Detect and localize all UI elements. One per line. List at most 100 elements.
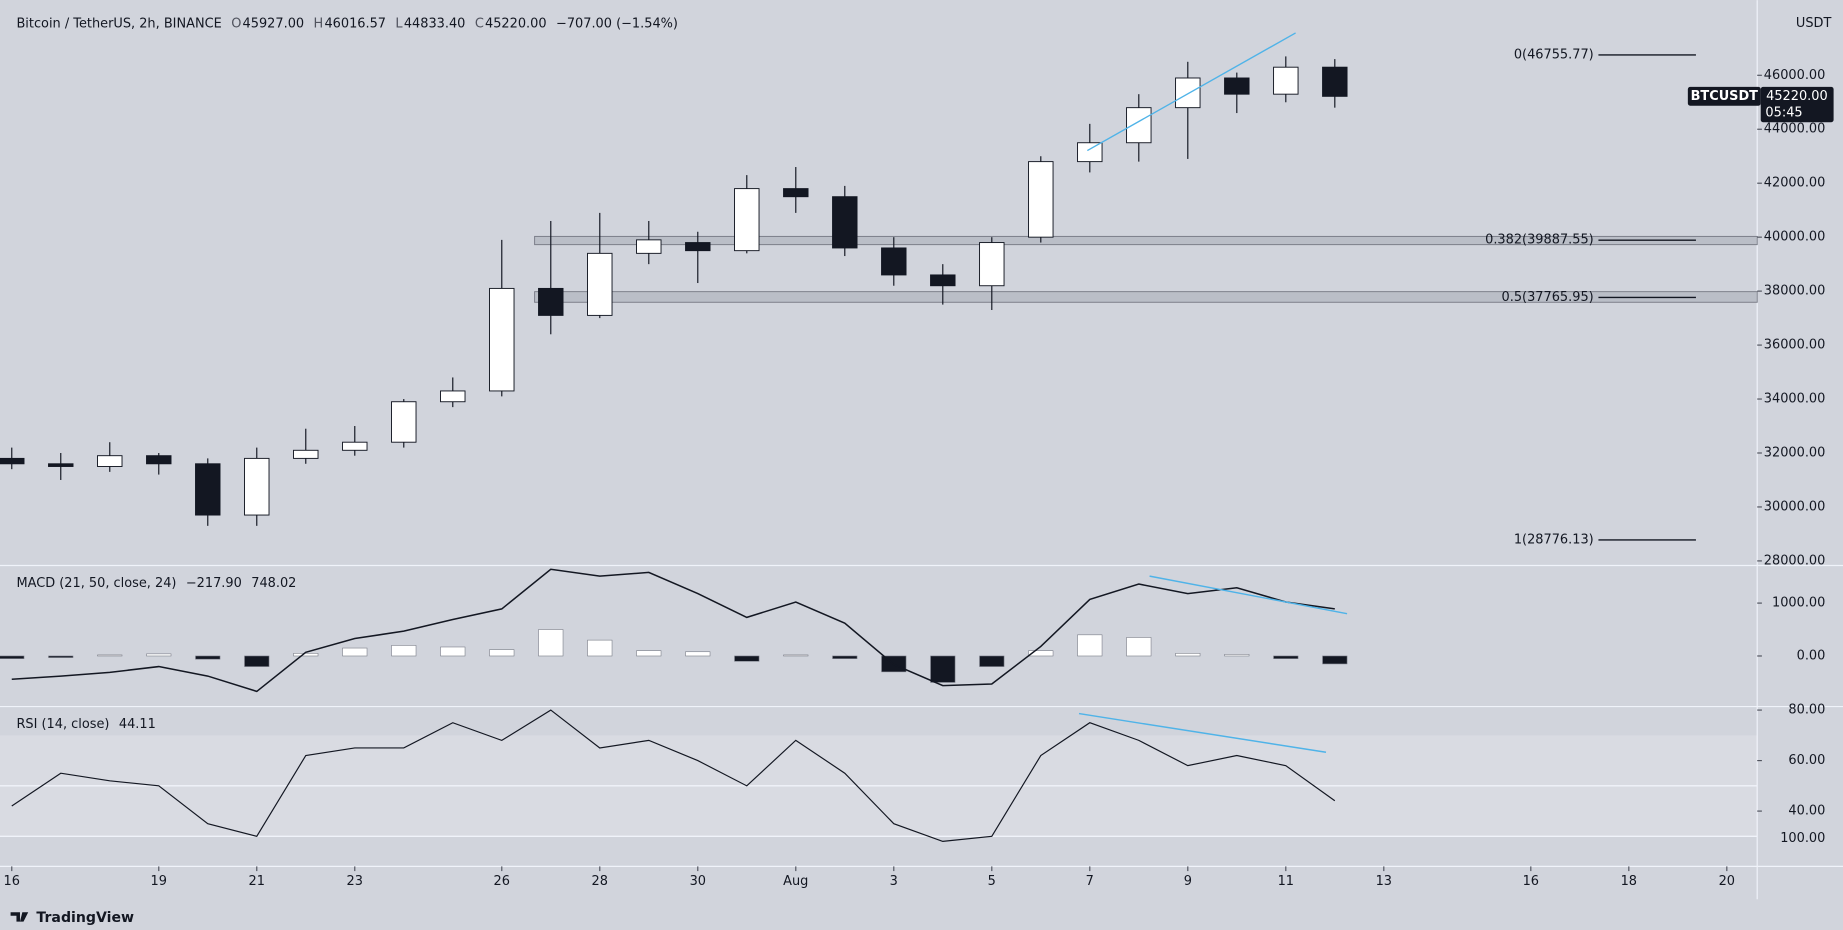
x-tick-label: 16 bbox=[1523, 874, 1539, 889]
chart-title: Bitcoin / TetherUS, 2h, BINANCE bbox=[16, 16, 221, 31]
histogram-bar bbox=[195, 655, 221, 660]
candle-body bbox=[1028, 161, 1054, 238]
histogram-bar bbox=[930, 655, 956, 683]
brand: TradingView bbox=[10, 910, 134, 926]
y-tick-label: 0.00 bbox=[1797, 648, 1826, 663]
histogram-bar bbox=[832, 655, 858, 659]
legend-key: C bbox=[475, 16, 484, 31]
histogram-bar bbox=[97, 654, 123, 657]
legend-key: L bbox=[395, 16, 403, 31]
candle-body bbox=[636, 239, 662, 254]
x-tick-label: 13 bbox=[1376, 874, 1392, 889]
legend-value: 46016.57 bbox=[324, 16, 386, 31]
histogram-bar bbox=[538, 629, 564, 657]
x-tick-label: 23 bbox=[347, 874, 363, 889]
x-tick-label: 5 bbox=[988, 874, 996, 889]
x-tick-label: Aug bbox=[783, 874, 808, 889]
candle-body bbox=[881, 247, 907, 276]
x-tick-label: 20 bbox=[1719, 874, 1735, 889]
support-zone bbox=[534, 235, 1758, 246]
macd-line bbox=[11, 568, 1335, 693]
pane-name: RSI (14, close) bbox=[16, 717, 109, 732]
candle-body bbox=[97, 455, 123, 467]
y-tick-label: 32000.00 bbox=[1764, 445, 1826, 460]
legend-key: H bbox=[314, 16, 324, 31]
y-tick-label: 34000.00 bbox=[1764, 392, 1826, 407]
candle-body bbox=[783, 188, 809, 198]
candle-body bbox=[391, 401, 417, 443]
y-tick-label: 40.00 bbox=[1788, 804, 1825, 819]
y-tick-label: 44000.00 bbox=[1764, 122, 1826, 137]
symbol-tag-bg bbox=[1687, 86, 1761, 106]
candle-body bbox=[48, 463, 74, 467]
y-tick-label: 36000.00 bbox=[1764, 338, 1826, 353]
histogram-bar bbox=[979, 655, 1005, 667]
y-tick-label: 46000.00 bbox=[1764, 68, 1826, 83]
trend-line bbox=[1078, 712, 1327, 753]
y-tick-label: 30000.00 bbox=[1764, 499, 1826, 514]
readout: 748.02 bbox=[251, 576, 296, 591]
histogram-bar bbox=[734, 655, 760, 662]
candle-body bbox=[734, 188, 760, 252]
candle-body bbox=[1273, 66, 1299, 95]
legend-key: O bbox=[231, 16, 241, 31]
candle-body bbox=[440, 390, 466, 403]
x-tick-label: 16 bbox=[4, 874, 20, 889]
candle-body bbox=[195, 463, 221, 516]
readout: −217.90 bbox=[186, 576, 242, 591]
histogram-bar bbox=[587, 639, 613, 657]
axis-unit: USDT bbox=[1796, 16, 1832, 31]
fib-label: 0.5(37765.95) bbox=[1502, 290, 1594, 305]
candle-body bbox=[1126, 107, 1152, 144]
candle-body bbox=[1077, 142, 1103, 163]
candle-body bbox=[930, 274, 956, 287]
brand-name: TradingView bbox=[36, 910, 134, 926]
histogram-bar bbox=[1322, 655, 1348, 665]
candle-body bbox=[538, 287, 564, 316]
x-tick-label: 28 bbox=[592, 874, 608, 889]
histogram-bar bbox=[146, 653, 172, 657]
candle-body bbox=[489, 287, 515, 392]
histogram-bar bbox=[293, 653, 319, 657]
last-price-bg bbox=[1760, 86, 1834, 123]
candle-body bbox=[146, 455, 172, 465]
candle-body bbox=[685, 242, 711, 252]
overlay-label: 100.00 bbox=[1780, 831, 1825, 846]
histogram-bar bbox=[1028, 650, 1054, 657]
histogram-bar bbox=[783, 654, 809, 657]
histogram-bar bbox=[244, 655, 270, 667]
trend-line bbox=[1086, 32, 1296, 152]
pane-title: MACD (21, 50, close, 24) −217.90 748.02 bbox=[16, 576, 296, 591]
histogram-bar bbox=[685, 651, 711, 657]
histogram-bar bbox=[1077, 634, 1103, 657]
legend-value: 45927.00 bbox=[243, 16, 305, 31]
fib-label: 1(28776.13) bbox=[1514, 532, 1594, 547]
x-tick-label: 26 bbox=[494, 874, 510, 889]
candle-body bbox=[244, 457, 270, 516]
x-tick-label: 30 bbox=[690, 874, 706, 889]
histogram-bar bbox=[342, 647, 368, 657]
histogram-bar bbox=[1224, 654, 1250, 657]
legend-value: 45220.00 bbox=[485, 16, 547, 31]
histogram-bar bbox=[1126, 637, 1152, 657]
histogram-bar bbox=[636, 650, 662, 657]
trend-line bbox=[1149, 575, 1348, 615]
readout: 44.11 bbox=[119, 717, 156, 732]
symbol-tag: BTCUSDT bbox=[1691, 89, 1759, 104]
x-tick-label: 9 bbox=[1184, 874, 1192, 889]
x-tick-label: 11 bbox=[1278, 874, 1294, 889]
y-tick-label: 42000.00 bbox=[1764, 176, 1826, 191]
countdown: 05:45 bbox=[1765, 105, 1802, 120]
pane-name: MACD (21, 50, close, 24) bbox=[16, 576, 176, 591]
histogram-bar bbox=[489, 649, 515, 657]
histogram-bar bbox=[440, 646, 466, 657]
candle-body bbox=[0, 457, 25, 465]
y-tick-label: 60.00 bbox=[1788, 753, 1825, 768]
candle-body bbox=[1175, 77, 1201, 109]
candle-body bbox=[587, 252, 613, 316]
y-tick-label: 40000.00 bbox=[1764, 230, 1826, 245]
candle-body bbox=[293, 449, 319, 459]
candle-body bbox=[1322, 66, 1348, 97]
